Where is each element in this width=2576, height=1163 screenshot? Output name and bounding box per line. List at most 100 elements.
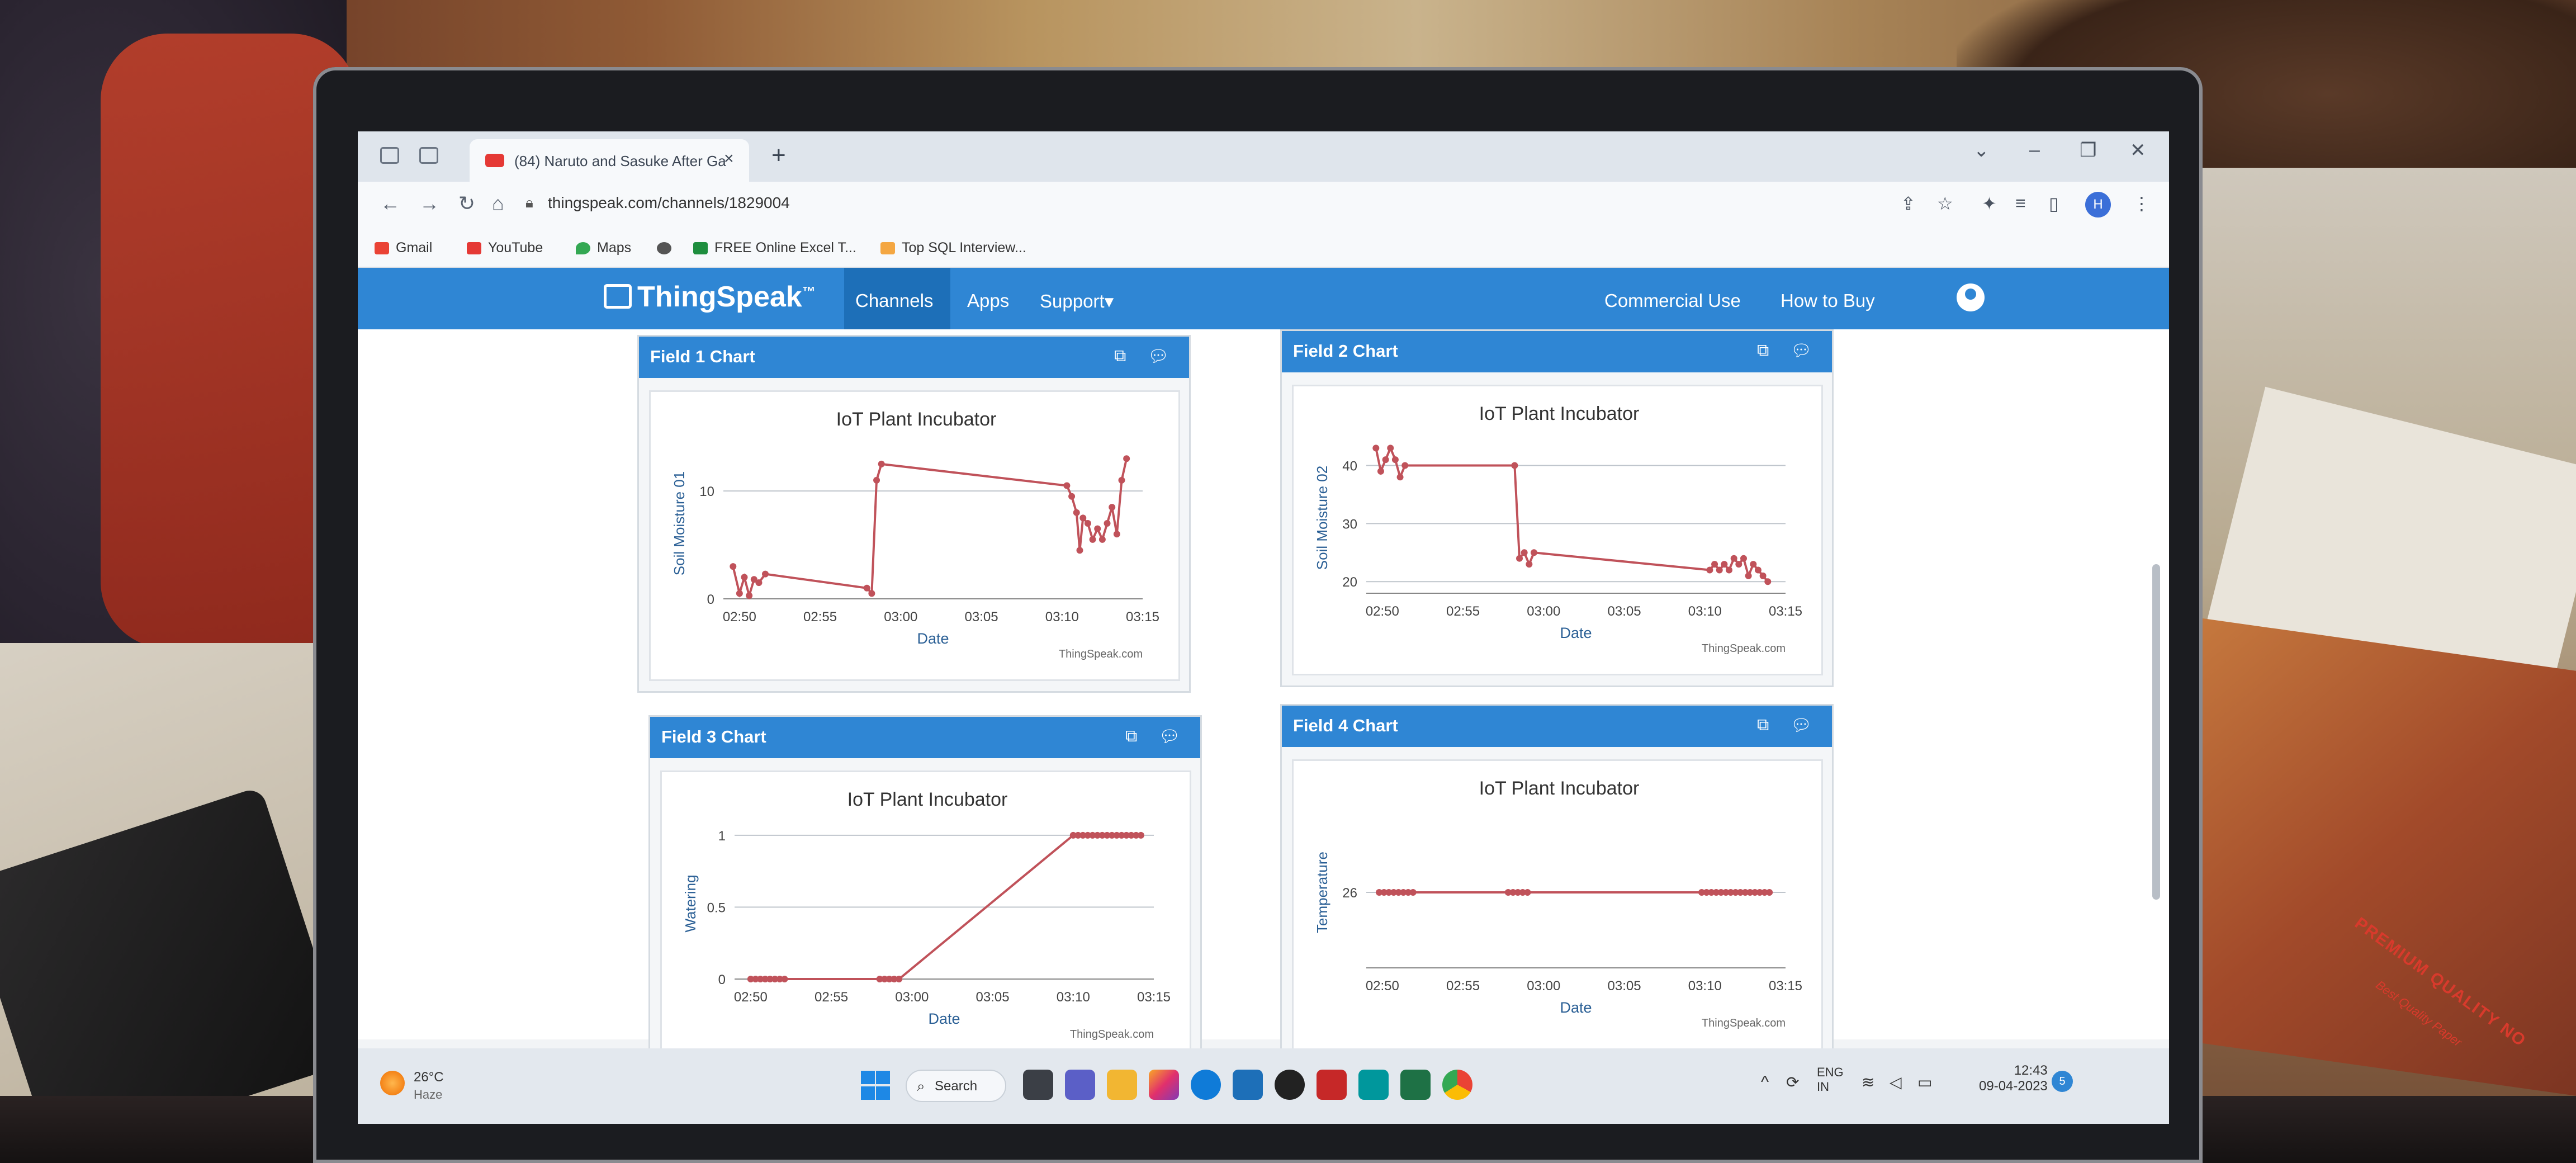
workspaces-icon[interactable] xyxy=(419,147,438,164)
nav-apps[interactable]: Apps xyxy=(967,290,1010,311)
profile-avatar[interactable]: H xyxy=(2085,192,2111,218)
data-point xyxy=(1521,549,1528,556)
data-point xyxy=(1382,456,1389,464)
reload-icon[interactable]: ↻ xyxy=(458,192,476,215)
side-panel-icon[interactable]: ▯ xyxy=(2049,193,2059,214)
y-tick-label: 0 xyxy=(707,592,714,607)
weather-sun-icon[interactable] xyxy=(380,1071,405,1095)
x-tick-label: 03:10 xyxy=(1688,604,1722,619)
store-icon[interactable] xyxy=(1233,1070,1263,1100)
url-field[interactable]: thingspeak.com/channels/1829004 xyxy=(548,194,790,211)
notification-badge[interactable]: 5 xyxy=(2052,1071,2073,1092)
data-point xyxy=(1385,889,1393,896)
data-point xyxy=(1073,509,1080,516)
browser-tab[interactable]: (84) Naruto and Sasuke After Ga × xyxy=(470,139,749,182)
data-point xyxy=(1717,889,1725,896)
data-point xyxy=(1098,536,1106,543)
new-tab-icon[interactable]: + xyxy=(771,141,786,169)
data-point xyxy=(1708,889,1715,896)
chevron-down-icon[interactable]: ⌄ xyxy=(1973,140,1990,161)
y-tick-label: 0 xyxy=(718,972,726,987)
close-window-icon[interactable]: ✕ xyxy=(2130,140,2146,161)
data-point xyxy=(1391,456,1399,464)
bookmark-star-icon[interactable]: ☆ xyxy=(1937,193,1953,214)
thingspeak-logo[interactable]: ThingSpeak™ xyxy=(604,280,816,314)
restore-icon[interactable]: ❐ xyxy=(2080,140,2097,161)
tab-actions-icon[interactable] xyxy=(380,147,399,164)
data-point xyxy=(750,576,757,583)
minimize-icon[interactable]: – xyxy=(2029,139,2040,160)
sync-icon[interactable]: ⟳ xyxy=(1786,1074,1800,1091)
data-point xyxy=(1118,476,1125,484)
windows-start-icon[interactable] xyxy=(861,1071,890,1100)
x-tick-label: 02:55 xyxy=(803,609,837,625)
data-point xyxy=(1079,514,1087,522)
back-icon[interactable]: ← xyxy=(380,192,400,215)
dell-icon[interactable] xyxy=(1275,1070,1305,1100)
data-point xyxy=(1387,445,1394,452)
bookmark-excel[interactable]: FREE Online Excel T... xyxy=(693,240,856,256)
data-point xyxy=(873,476,880,484)
chat-bubble-icon xyxy=(604,284,632,309)
browser-tab-bar: (84) Naruto and Sasuke After Ga × + ⌄ – … xyxy=(358,131,2169,182)
mcafee-icon[interactable] xyxy=(1317,1070,1347,1100)
bookmark-youtube[interactable]: YouTube xyxy=(467,240,543,256)
bookmark-maps[interactable]: Maps xyxy=(576,240,631,256)
chrome-icon[interactable] xyxy=(1442,1070,1472,1100)
page-scrollbar[interactable] xyxy=(2152,564,2160,900)
comment-icon[interactable]: 💬︎ xyxy=(1791,342,1812,360)
data-point xyxy=(876,976,883,982)
task-view-icon[interactable] xyxy=(1023,1070,1053,1100)
teams-chat-icon[interactable] xyxy=(1065,1070,1095,1100)
open-external-icon[interactable]: ⧉ xyxy=(1125,727,1138,745)
nav-commercial-use[interactable]: Commercial Use xyxy=(1604,290,1741,311)
arduino-icon[interactable] xyxy=(1358,1070,1389,1100)
data-point xyxy=(863,584,870,592)
y-axis-label: Watering xyxy=(682,874,699,932)
language-indicator[interactable]: ENG IN xyxy=(1817,1065,1844,1094)
x-tick-label: 03:15 xyxy=(1769,978,1802,994)
share-icon[interactable]: ⇪ xyxy=(1901,193,1916,214)
y-tick-label: 26 xyxy=(1342,886,1357,901)
open-external-icon[interactable]: ⧉ xyxy=(1757,716,1769,734)
data-point xyxy=(1740,555,1747,562)
bookmark-sql[interactable]: Top SQL Interview... xyxy=(880,240,1026,256)
close-icon[interactable]: × xyxy=(724,149,734,168)
edge-icon[interactable] xyxy=(1191,1070,1221,1100)
open-external-icon[interactable]: ⧉ xyxy=(1114,347,1126,365)
comment-icon[interactable]: 💬︎ xyxy=(1791,716,1812,735)
wifi-icon[interactable]: ≋ xyxy=(1862,1074,1875,1091)
bookmarks-bar: Gmail YouTube Maps FREE Online Excel T..… xyxy=(358,229,2169,268)
extensions-icon[interactable]: ✦ xyxy=(1982,193,1997,214)
comment-icon[interactable]: 💬︎ xyxy=(1148,347,1169,366)
bookmark-gmail[interactable]: Gmail xyxy=(375,240,432,256)
excel-app-icon[interactable] xyxy=(1400,1070,1431,1100)
volume-icon[interactable]: ◁ xyxy=(1890,1074,1902,1091)
data-point xyxy=(1068,493,1076,500)
nav-channels[interactable]: Channels xyxy=(855,290,934,311)
data-point xyxy=(1377,467,1384,475)
nav-support[interactable]: Support▾ xyxy=(1040,291,1114,311)
open-external-icon[interactable]: ⧉ xyxy=(1757,341,1769,360)
forward-icon[interactable]: → xyxy=(419,192,439,215)
file-explorer-icon[interactable] xyxy=(1107,1070,1137,1100)
weather-temperature[interactable]: 26°C xyxy=(414,1070,444,1085)
tray-chevron-icon[interactable]: ^ xyxy=(1761,1073,1769,1091)
reading-list-icon[interactable]: ≡ xyxy=(2015,193,2026,213)
taskbar-clock[interactable]: 12:43 09-04-2023 xyxy=(1979,1063,2048,1094)
data-point xyxy=(1698,889,1705,896)
nav-how-to-buy[interactable]: How to Buy xyxy=(1781,290,1875,311)
home-icon[interactable]: ⌂ xyxy=(492,192,504,215)
sql-icon xyxy=(880,242,895,255)
instagram-icon[interactable] xyxy=(1149,1070,1179,1100)
comment-icon[interactable]: 💬︎ xyxy=(1159,727,1181,746)
taskbar-search[interactable]: ⌕ Search xyxy=(906,1070,1006,1102)
menu-icon[interactable]: ⋮ xyxy=(2133,193,2151,214)
data-point xyxy=(1405,889,1412,896)
battery-icon[interactable]: ▭ xyxy=(1917,1074,1933,1091)
lock-icon[interactable]: 🔒︎ xyxy=(525,194,533,211)
youtube-favicon-icon xyxy=(485,154,504,167)
y-tick-label: 30 xyxy=(1342,517,1357,532)
bookmark-globe[interactable] xyxy=(657,240,678,256)
user-avatar[interactable] xyxy=(1957,283,1985,311)
